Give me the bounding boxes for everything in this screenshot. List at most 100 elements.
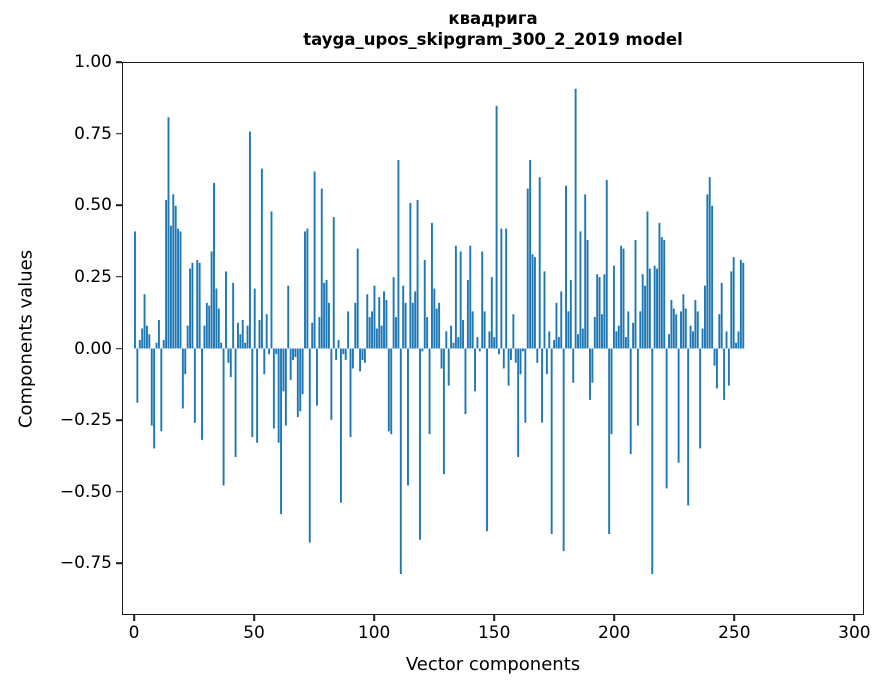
bar (337, 339, 340, 349)
bar (694, 299, 697, 349)
bar (665, 348, 668, 489)
bar (141, 328, 144, 349)
bar (229, 348, 232, 378)
bar (306, 228, 309, 349)
bar (454, 245, 457, 349)
bar (213, 182, 215, 349)
bar (136, 348, 139, 403)
bar (407, 348, 409, 486)
bar (639, 311, 642, 349)
bar (201, 348, 203, 440)
bar (622, 248, 625, 349)
bar (521, 348, 524, 352)
bar (225, 271, 227, 349)
bar (438, 302, 441, 349)
bar (445, 331, 448, 349)
bar (646, 211, 649, 349)
bar (172, 194, 175, 349)
y-tick-mark (116, 347, 122, 350)
bar (284, 348, 287, 426)
bar (651, 348, 654, 575)
bar (208, 305, 211, 349)
bar (711, 205, 714, 349)
bar (330, 348, 333, 420)
bar (483, 311, 486, 349)
bar (725, 331, 728, 349)
bar (375, 328, 378, 349)
bar (395, 317, 397, 349)
bar (545, 348, 548, 375)
y-tick-mark (116, 61, 122, 63)
bar (378, 297, 381, 349)
bar (134, 231, 136, 349)
bar (553, 339, 556, 349)
bar (433, 288, 436, 349)
bar (450, 325, 453, 349)
x-tick-mark (253, 615, 255, 621)
bar (404, 302, 407, 349)
bar (143, 294, 146, 349)
bar (220, 342, 223, 349)
bar (277, 348, 280, 443)
bar (641, 274, 644, 349)
bar (287, 285, 290, 349)
bar (244, 342, 247, 349)
bar (727, 348, 730, 386)
chart-title-line-2: tayga_upos_skipgram_300_2_2019 model (303, 30, 683, 49)
bar (550, 348, 553, 535)
bar (189, 268, 192, 349)
bar (399, 348, 402, 575)
bar (248, 131, 251, 349)
bar (272, 348, 275, 429)
bar (246, 325, 249, 349)
y-tick-label: 0.00 (74, 338, 112, 359)
bar (339, 348, 342, 503)
bar (464, 348, 467, 415)
bar (299, 348, 302, 412)
bar (179, 231, 182, 349)
bar (428, 348, 431, 435)
bar (493, 337, 496, 349)
bar (742, 262, 745, 349)
bar (596, 274, 599, 349)
bar (181, 348, 184, 409)
bar (488, 331, 491, 349)
bar (739, 259, 742, 349)
bar (524, 348, 527, 423)
bar (162, 339, 165, 349)
bar (289, 348, 292, 380)
y-tick-label: 1.00 (74, 52, 112, 72)
bar (708, 177, 711, 349)
bar (462, 319, 465, 349)
bar (318, 317, 321, 349)
bar (735, 342, 738, 349)
bar (409, 202, 412, 349)
bar (256, 348, 259, 443)
bar (699, 348, 702, 449)
bar (605, 180, 608, 349)
bar (351, 348, 354, 369)
y-axis-label-host: Components values (16, 0, 37, 696)
bar (577, 334, 579, 349)
bar (148, 334, 151, 349)
bar (720, 282, 723, 349)
bar (696, 311, 699, 349)
x-tick-mark (613, 615, 616, 621)
bar (347, 311, 350, 349)
bar (713, 348, 716, 366)
bar (634, 240, 637, 349)
bar (737, 331, 740, 349)
bar (174, 205, 177, 349)
bar (239, 334, 242, 349)
bar (658, 222, 661, 349)
bar (332, 217, 335, 349)
x-tick-label: 100 (357, 623, 391, 643)
bar (387, 348, 390, 432)
bar (241, 319, 244, 349)
bar (615, 331, 618, 349)
bar (510, 348, 512, 360)
bar (359, 348, 362, 372)
bar (390, 348, 393, 435)
y-tick-mark (116, 132, 122, 135)
y-axis-label: Components values (15, 249, 37, 429)
